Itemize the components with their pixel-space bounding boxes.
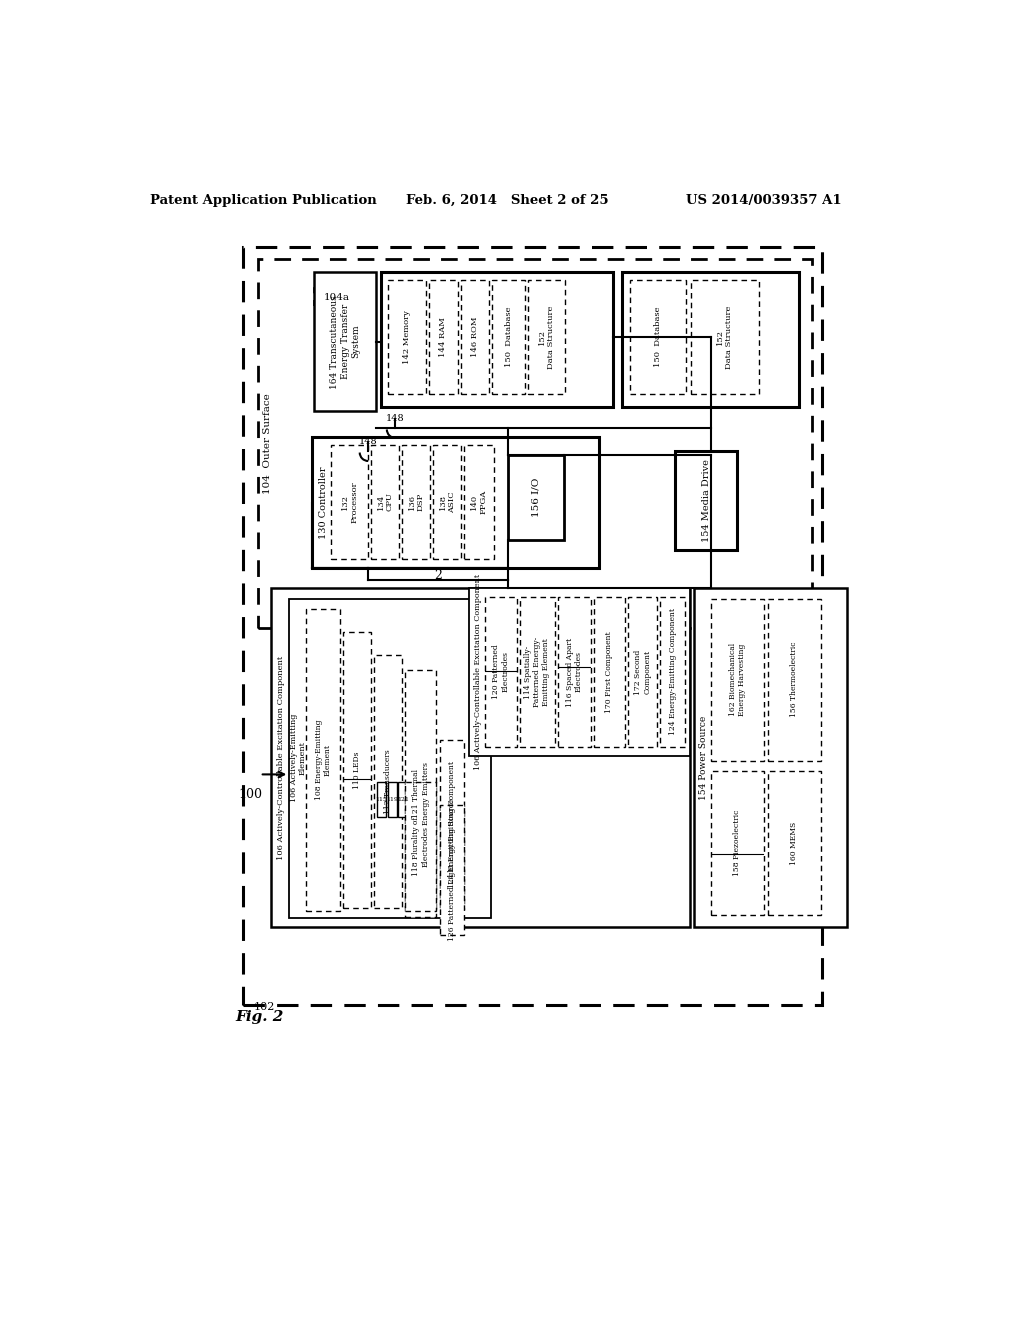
Text: 142 Memory: 142 Memory: [403, 310, 411, 364]
Bar: [439, 739, 464, 909]
Text: 158 Piezoelectric: 158 Piezoelectric: [733, 809, 741, 876]
Bar: [243, 247, 822, 1006]
Text: Feb. 6, 2014   Sheet 2 of 25: Feb. 6, 2014 Sheet 2 of 25: [407, 194, 609, 207]
Text: 164 Transcutaneous
Energy Transfer
System: 164 Transcutaneous Energy Transfer Syste…: [330, 294, 359, 388]
Bar: [693, 589, 847, 927]
Text: 110 LEDs: 110 LEDs: [353, 751, 361, 788]
Text: 134
CPU: 134 CPU: [377, 492, 394, 511]
Bar: [623, 272, 799, 407]
Bar: [406, 671, 436, 917]
Text: 150  Database: 150 Database: [505, 306, 513, 367]
Text: 146 ROM: 146 ROM: [471, 317, 479, 358]
Bar: [675, 451, 737, 549]
Text: 140
FPGA: 140 FPGA: [470, 490, 487, 513]
Bar: [314, 288, 359, 306]
Bar: [660, 597, 685, 747]
Text: 148: 148: [359, 437, 378, 446]
Bar: [381, 272, 613, 407]
Text: 130 Controller: 130 Controller: [318, 466, 328, 539]
Text: 156 I/O: 156 I/O: [531, 478, 540, 517]
Text: 119: 119: [386, 796, 398, 801]
Bar: [464, 445, 494, 558]
Bar: [520, 597, 555, 747]
Bar: [768, 771, 821, 915]
Text: 115: 115: [376, 796, 387, 801]
Bar: [398, 781, 408, 817]
Bar: [343, 632, 372, 908]
Text: 121: 121: [397, 796, 410, 801]
Text: 150  Database: 150 Database: [654, 306, 663, 367]
Text: 116 Spaced Apart
Electrodes: 116 Spaced Apart Electrodes: [566, 638, 583, 706]
Bar: [628, 597, 657, 747]
Bar: [331, 445, 369, 558]
Text: US 2014/0039357 A1: US 2014/0039357 A1: [686, 194, 842, 207]
Text: 104a: 104a: [324, 293, 349, 301]
Text: 104  Outer Surface: 104 Outer Surface: [263, 393, 272, 494]
Text: 156 Thermoelectric: 156 Thermoelectric: [791, 642, 799, 718]
Text: 118 Plurality of
Electrodes: 118 Plurality of Electrodes: [413, 817, 429, 876]
Text: 152
Data Structure: 152 Data Structure: [716, 305, 733, 368]
Bar: [406, 781, 436, 911]
Text: 102: 102: [254, 1002, 274, 1012]
Text: 144 RAM: 144 RAM: [439, 317, 447, 356]
Bar: [429, 280, 458, 395]
Bar: [388, 280, 426, 395]
Text: 114 Spatially-
Patterned Energy-
Emitting Element: 114 Spatially- Patterned Energy- Emittin…: [524, 636, 551, 708]
Bar: [314, 272, 376, 411]
Bar: [439, 805, 464, 935]
Bar: [594, 597, 625, 747]
Text: 170 First Component: 170 First Component: [605, 631, 613, 713]
Bar: [289, 599, 490, 917]
Text: 120 Patterned
Electrodes: 120 Patterned Electrodes: [493, 644, 509, 700]
Text: 160 MEMS: 160 MEMS: [791, 821, 799, 865]
Text: 106 Actively-Emitting
Element: 106 Actively-Emitting Element: [290, 714, 307, 803]
Bar: [433, 445, 461, 558]
Text: Patent Application Publication: Patent Application Publication: [151, 194, 377, 207]
Text: 154 Power Source: 154 Power Source: [698, 715, 708, 800]
Text: 136
DSP: 136 DSP: [408, 492, 425, 511]
Text: 124 Energy-Emitting Component: 124 Energy-Emitting Component: [669, 609, 677, 735]
Bar: [461, 280, 489, 395]
Bar: [258, 259, 812, 628]
Text: 108 Energy-Emitting
Element: 108 Energy-Emitting Element: [314, 719, 332, 800]
Bar: [558, 597, 591, 747]
Text: 2: 2: [434, 569, 442, 582]
Bar: [271, 589, 690, 927]
Text: 152
Data Structure: 152 Data Structure: [538, 305, 555, 368]
Bar: [768, 599, 821, 760]
Text: 148: 148: [386, 414, 404, 424]
Bar: [375, 655, 402, 908]
Bar: [377, 781, 386, 817]
Bar: [690, 280, 759, 395]
Bar: [372, 445, 399, 558]
Bar: [469, 589, 690, 756]
Text: Fig. 2: Fig. 2: [236, 1010, 284, 1024]
Text: 106 Actively-Controllable Excitation Component: 106 Actively-Controllable Excitation Com…: [276, 655, 285, 859]
Text: 126 Patterned Light Emitting Source: 126 Patterned Light Emitting Source: [447, 799, 456, 941]
Bar: [484, 597, 517, 747]
Text: 162 Biomechanical
Energy Harvesting: 162 Biomechanical Energy Harvesting: [728, 643, 745, 717]
Text: 138
ASIC: 138 ASIC: [438, 491, 456, 512]
Bar: [630, 280, 686, 395]
Text: 154 Media Drive: 154 Media Drive: [701, 459, 711, 541]
Text: 121 Thermal
Energy Emitters: 121 Thermal Energy Emitters: [413, 762, 429, 825]
Text: 132
Processor: 132 Processor: [341, 480, 358, 523]
Text: 100: 100: [239, 788, 262, 801]
Bar: [711, 599, 764, 760]
Bar: [402, 445, 430, 558]
Bar: [493, 280, 524, 395]
Bar: [306, 609, 340, 911]
Bar: [508, 455, 563, 540]
Text: 172 Second
Component: 172 Second Component: [634, 649, 651, 694]
Text: 106 Actively-Controllable Excitation Component: 106 Actively-Controllable Excitation Com…: [474, 574, 482, 770]
Text: 124 Energy-Emitting Component: 124 Energy-Emitting Component: [447, 760, 456, 888]
Bar: [312, 437, 599, 568]
Text: 112 Transducers: 112 Transducers: [384, 748, 392, 813]
Bar: [711, 771, 764, 915]
Bar: [528, 280, 565, 395]
Bar: [388, 781, 397, 817]
